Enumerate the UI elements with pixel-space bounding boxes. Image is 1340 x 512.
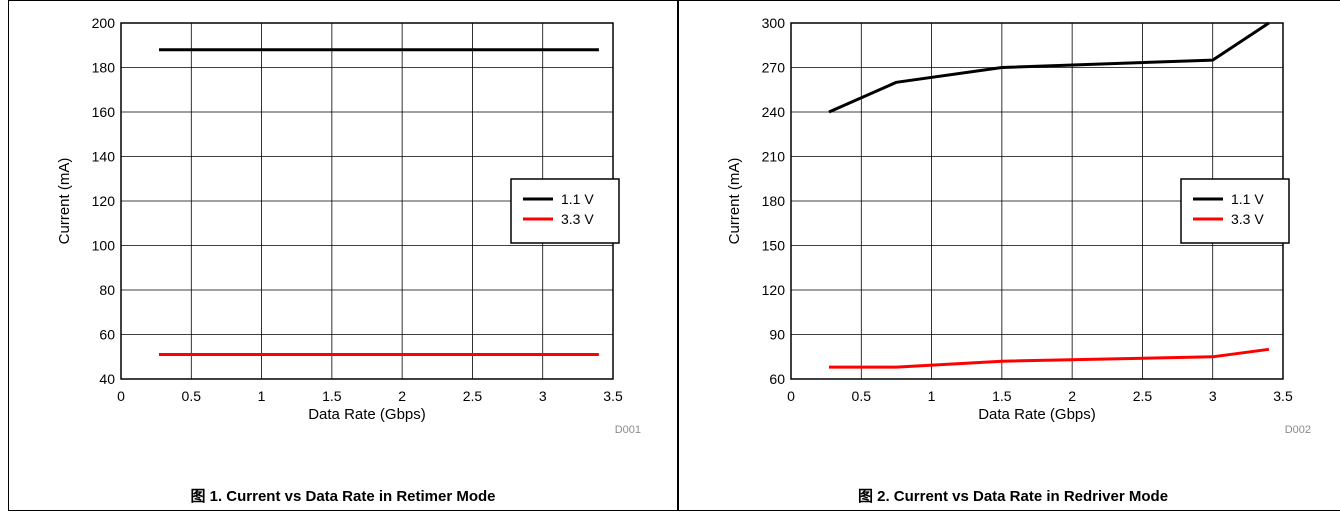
legend-label: 3.3 V xyxy=(561,211,594,227)
x-tick-label: 3.5 xyxy=(603,388,623,404)
figure-id: D001 xyxy=(615,424,641,436)
x-tick-label: 1 xyxy=(258,388,266,404)
y-tick-label: 40 xyxy=(99,371,115,387)
y-tick-label: 240 xyxy=(762,104,786,120)
legend-label: 1.1 V xyxy=(1231,191,1264,207)
grid xyxy=(790,22,1284,380)
figure-caption-2: 图 2. Current vs Data Rate in Redriver Mo… xyxy=(857,488,1169,505)
y-tick-label: 180 xyxy=(92,60,116,76)
legend-label: 3.3 V xyxy=(1231,211,1264,227)
x-tick-label: 0.5 xyxy=(852,388,872,404)
y-axis-title: Current (mA) xyxy=(726,158,743,245)
y-tick-label: 160 xyxy=(92,104,116,120)
x-tick-label: 0.5 xyxy=(182,388,202,404)
legend-label: 1.1 V xyxy=(561,191,594,207)
y-tick-label: 140 xyxy=(92,149,116,165)
y-tick-label: 150 xyxy=(762,238,786,254)
y-tick-label: 300 xyxy=(762,15,786,31)
x-axis-title: Data Rate (Gbps) xyxy=(308,406,426,423)
x-tick-label: 2 xyxy=(1068,388,1076,404)
figure-caption-1: 图 1. Current vs Data Rate in Retimer Mod… xyxy=(190,488,496,505)
x-tick-label: 1.5 xyxy=(322,388,342,404)
y-axis-title: Current (mA) xyxy=(56,158,73,245)
y-tick-label: 180 xyxy=(762,193,786,209)
y-tick-label: 210 xyxy=(762,149,786,165)
chart-redriver: 0 0.5 1 1.5 2 2.5 3 3.5 60 90 120 150 180 210 240 270 30… xyxy=(726,15,1311,436)
x-tick-label: 3.5 xyxy=(1273,388,1293,404)
y-tick-label: 90 xyxy=(769,327,785,343)
x-tick-label: 3 xyxy=(539,388,547,404)
series-line-33V xyxy=(829,347,1270,369)
y-tick-label: 60 xyxy=(769,371,785,387)
y-tick-label: 270 xyxy=(762,60,786,76)
y-tick-label: 120 xyxy=(92,193,116,209)
y-tick-label: 120 xyxy=(762,282,786,298)
y-tick-label: 80 xyxy=(99,282,115,298)
legend-box xyxy=(510,178,620,244)
chart-retimer: 0 0.5 1 1.5 2 2.5 3 3.5 40 60 80 100 120 140 160 180 200… xyxy=(56,15,641,436)
x-tick-label: 3 xyxy=(1209,388,1217,404)
figure-id: D002 xyxy=(1285,424,1311,436)
y-tick-label: 200 xyxy=(92,15,116,31)
figure-panel-2: 0 0.5 1 1.5 2 2.5 3 3.5 60 90 120 150 180 210 240 270 30… xyxy=(678,0,1340,511)
legend: 1.1 V 3.3 V xyxy=(1180,178,1290,244)
figure-panel-1: 0 0.5 1 1.5 2 2.5 3 3.5 40 60 80 100 120 140 160 180 200… xyxy=(8,0,678,511)
x-tick-label: 1.5 xyxy=(992,388,1012,404)
x-tick-label: 0 xyxy=(787,388,795,404)
x-tick-label: 2.5 xyxy=(1133,388,1153,404)
y-tick-label: 60 xyxy=(99,327,115,343)
x-tick-label: 1 xyxy=(928,388,936,404)
y-tick-label: 100 xyxy=(92,238,116,254)
legend: 1.1 V 3.3 V xyxy=(510,178,620,244)
x-axis-title: Data Rate (Gbps) xyxy=(978,406,1096,423)
x-tick-label: 0 xyxy=(117,388,125,404)
x-tick-label: 2.5 xyxy=(463,388,483,404)
x-tick-label: 2 xyxy=(398,388,406,404)
series-line-11V xyxy=(828,21,1270,114)
legend-box xyxy=(1180,178,1290,244)
